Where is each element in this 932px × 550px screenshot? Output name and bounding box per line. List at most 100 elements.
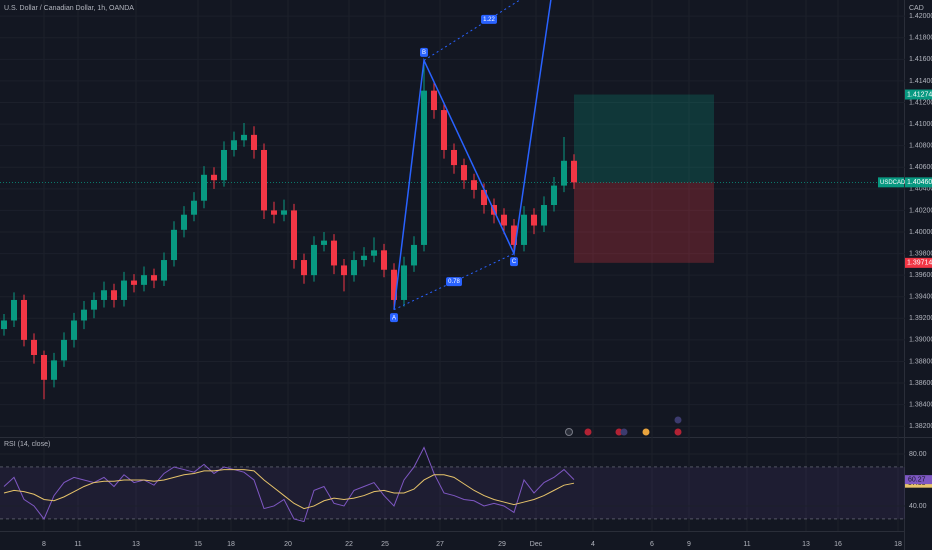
chart-title: U.S. Dollar / Canadian Dollar, 1h, OANDA bbox=[4, 5, 134, 12]
point-box bbox=[390, 313, 398, 323]
price-tick-label: 1.40000 bbox=[909, 229, 932, 236]
price-tag-label: 1.39714 bbox=[907, 260, 932, 267]
candle-body bbox=[191, 200, 197, 215]
date-label: 22 bbox=[345, 541, 353, 548]
pattern-leg bbox=[393, 0, 552, 310]
loss-zone bbox=[574, 182, 714, 263]
price-tick-label: 1.39400 bbox=[909, 294, 932, 301]
profit-zone bbox=[574, 94, 714, 183]
price-tag-label: 1.41274 bbox=[907, 91, 932, 98]
symbol-label: USDCAD bbox=[880, 180, 906, 186]
candle-body bbox=[121, 280, 127, 300]
price-tick-label: 1.41800 bbox=[909, 35, 932, 42]
candle-body bbox=[151, 275, 157, 281]
price-tick-label: 1.38800 bbox=[909, 358, 932, 365]
point-label: B bbox=[422, 50, 426, 56]
price-tag bbox=[905, 89, 932, 100]
point-label: C bbox=[512, 259, 517, 265]
candle-body bbox=[461, 165, 467, 181]
candle-body bbox=[341, 265, 347, 276]
candle-body bbox=[101, 290, 107, 300]
rsi-title: RSI (14, close) bbox=[4, 441, 50, 448]
price-tick-label: 1.39800 bbox=[909, 250, 932, 257]
date-label: 11 bbox=[743, 541, 750, 548]
candle-body bbox=[261, 149, 267, 211]
date-label: 18 bbox=[227, 541, 235, 548]
price-tick-label: 1.38200 bbox=[909, 423, 932, 430]
candle-body bbox=[271, 210, 277, 215]
candle-body bbox=[521, 214, 527, 245]
candle-body bbox=[51, 360, 57, 380]
candle-body bbox=[401, 265, 407, 300]
date-label: 15 bbox=[194, 541, 202, 548]
candle-body bbox=[431, 90, 437, 111]
rsi-line bbox=[3, 446, 575, 523]
point-label: A bbox=[392, 315, 396, 321]
candle-body bbox=[211, 174, 217, 181]
candle-body bbox=[541, 205, 547, 226]
rsi-band bbox=[0, 466, 905, 519]
candle-body bbox=[481, 189, 487, 206]
candle-body bbox=[421, 90, 427, 245]
candle-body bbox=[231, 140, 237, 150]
price-tick-label: 1.38400 bbox=[909, 401, 932, 408]
price-tick-label: 1.40600 bbox=[909, 164, 932, 171]
candle-body bbox=[71, 320, 77, 340]
candle-body bbox=[1, 320, 7, 330]
date-label: 13 bbox=[802, 541, 810, 548]
candle-body bbox=[571, 160, 577, 183]
candle-body bbox=[501, 214, 507, 226]
candle-body bbox=[371, 250, 377, 256]
rsi-ma-line bbox=[3, 469, 575, 510]
ratio-label: 1.22 bbox=[483, 17, 495, 23]
candle-body bbox=[31, 339, 37, 355]
candle-body bbox=[321, 240, 327, 245]
ratio-box bbox=[446, 277, 462, 287]
candle-body bbox=[161, 260, 167, 281]
candle-body bbox=[41, 354, 47, 380]
price-tick-label: 1.39200 bbox=[909, 315, 932, 322]
candle-body bbox=[331, 240, 337, 266]
candle-body bbox=[351, 260, 357, 276]
date-label: 25 bbox=[381, 541, 389, 548]
candle-body bbox=[381, 250, 387, 270]
candle-body bbox=[561, 160, 567, 186]
candle-body bbox=[221, 149, 227, 181]
candle-body bbox=[181, 214, 187, 230]
price-tick-label: 1.39600 bbox=[909, 272, 932, 279]
date-label: 13 bbox=[132, 541, 140, 548]
candle-body bbox=[91, 299, 97, 310]
date-label: 29 bbox=[498, 541, 506, 548]
date-label: 16 bbox=[834, 541, 842, 548]
candle-body bbox=[471, 180, 477, 190]
candle-body bbox=[201, 174, 207, 201]
price-tag-label: 1.40460 bbox=[907, 179, 932, 186]
price-tick-label: 1.40800 bbox=[909, 143, 932, 150]
candle-body bbox=[531, 214, 537, 226]
candle-body bbox=[251, 134, 257, 150]
price-tick-label: 1.40400 bbox=[909, 186, 932, 193]
rsi-tag bbox=[905, 475, 932, 485]
rsi-tick-label: 80.00 bbox=[909, 451, 927, 458]
candle-body bbox=[551, 185, 557, 206]
date-label: 8 bbox=[42, 541, 46, 548]
candle-body bbox=[301, 260, 307, 276]
candle-body bbox=[61, 339, 67, 361]
price-tag bbox=[905, 257, 932, 268]
candle-body bbox=[311, 244, 317, 276]
candle-body bbox=[511, 225, 517, 245]
candle-body bbox=[281, 210, 287, 215]
rsi-tag-label: 60.27 bbox=[908, 476, 926, 483]
price-tick-label: 1.41400 bbox=[909, 78, 932, 85]
price-tick-label: 1.41200 bbox=[909, 99, 932, 106]
date-label: 4 bbox=[591, 541, 595, 548]
candle-body bbox=[111, 290, 117, 300]
candle-body bbox=[241, 134, 247, 141]
candle-body bbox=[411, 244, 417, 266]
candle-body bbox=[171, 229, 177, 261]
candle-body bbox=[11, 299, 17, 321]
candle-body bbox=[141, 275, 147, 285]
date-label: Dec bbox=[530, 541, 543, 548]
rsi-tick-label: 40.00 bbox=[909, 503, 927, 510]
candle-body bbox=[131, 280, 137, 285]
